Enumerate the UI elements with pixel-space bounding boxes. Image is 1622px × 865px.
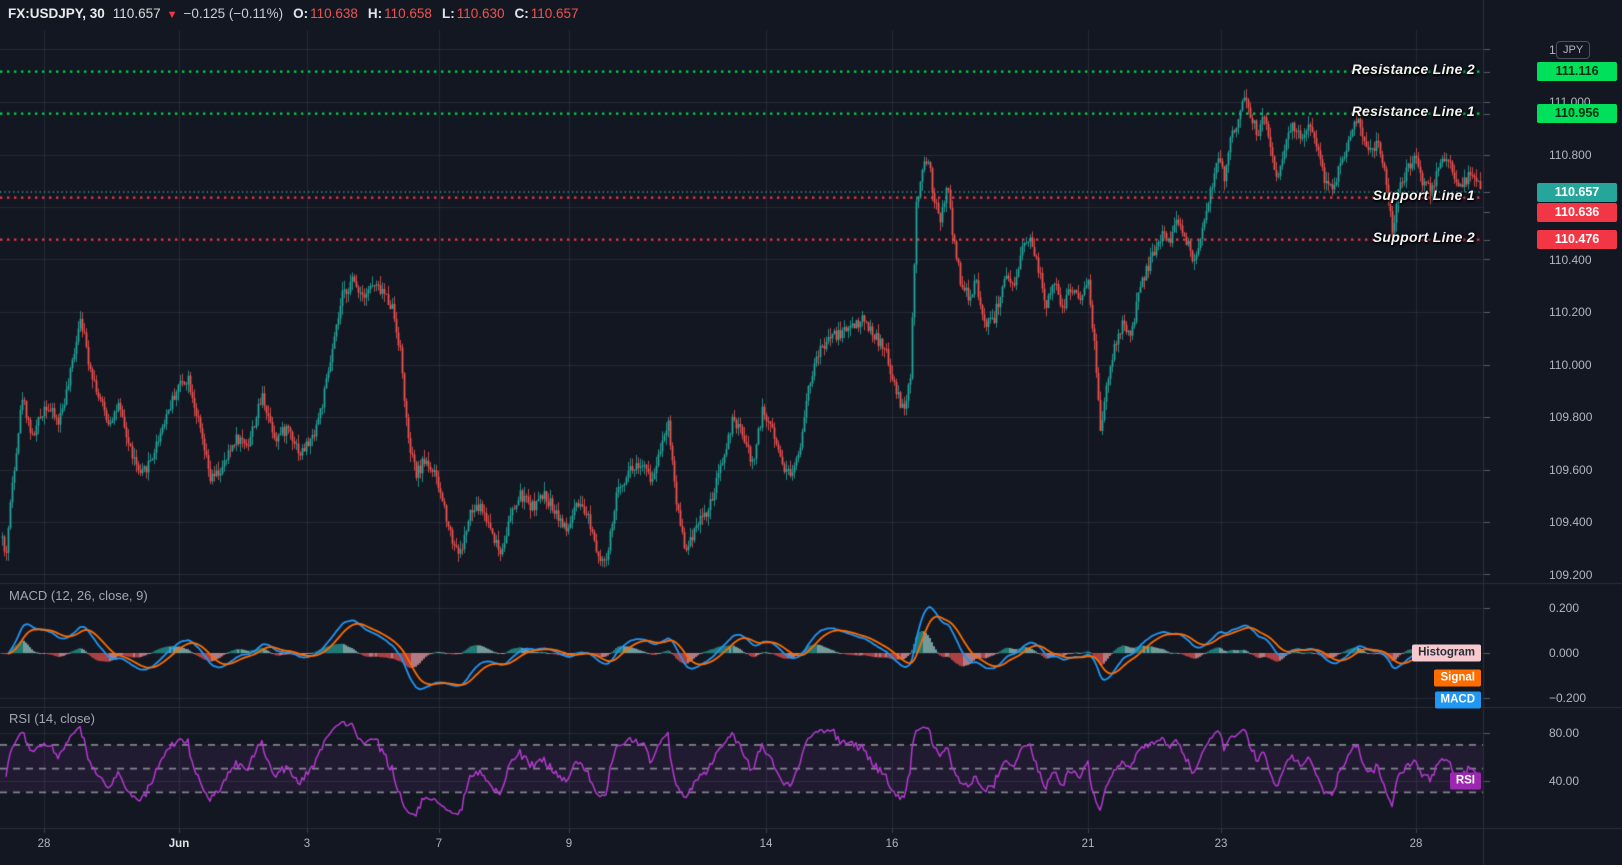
last-price: 110.657 [112, 6, 161, 21]
macd-axis-tick: 0.200 [1549, 601, 1580, 615]
series-flag-signal: Signal [1434, 669, 1481, 687]
time-axis-label: Jun [168, 838, 190, 850]
time-axis-label: 9 [565, 838, 573, 850]
ohlc-value: 110.658 [384, 6, 432, 21]
price-flag-resistance2: 111.116 [1537, 62, 1617, 82]
time-axis-label: 3 [303, 838, 311, 850]
level-label-resistance1: Resistance Line 1 [1351, 102, 1475, 119]
price-axis-tick: 110.000 [1549, 357, 1592, 372]
price-flag-last-price: 110.657 [1537, 182, 1617, 202]
time-axis-label: 28 [37, 838, 51, 850]
series-flag-histogram: Histogram [1412, 644, 1481, 662]
series-flag-rsi: RSI [1449, 772, 1481, 790]
ohlc-value: 110.638 [310, 6, 358, 21]
currency-button[interactable]: JPY [1556, 41, 1591, 59]
price-change: −0.125 (−0.11%) [183, 6, 284, 21]
macd-pane-title[interactable]: MACD (12, 26, close, 9) [9, 588, 148, 603]
rsi-pane-title[interactable]: RSI (14, close) [9, 711, 95, 726]
price-axis-tick: 110.400 [1549, 252, 1592, 267]
ohlc-label: H: [367, 6, 383, 21]
price-flag-support1: 110.636 [1537, 202, 1617, 222]
time-axis-label: 14 [759, 838, 773, 850]
series-flag-macd: MACD [1434, 691, 1481, 709]
price-flag-resistance1: 110.956 [1537, 104, 1617, 124]
time-axis-label: 7 [435, 838, 443, 850]
time-axis-label: 28 [1409, 838, 1423, 850]
time-axis-label: 23 [1214, 838, 1228, 850]
ohlc-label: C: [514, 6, 529, 21]
rsi-pane-resize-handle[interactable] [0, 706, 1622, 709]
price-axis-tick: 109.400 [1549, 515, 1593, 529]
time-axis-label: 21 [1081, 838, 1095, 850]
price-axis-tick: 109.800 [1549, 410, 1593, 424]
ohlc-label: O: [293, 6, 309, 21]
ohlc-value: 110.657 [530, 6, 579, 21]
price-axis-tick: 109.200 [1549, 567, 1593, 582]
price-flag-support2: 110.476 [1537, 230, 1617, 250]
ohlc-label: L: [441, 6, 455, 21]
time-axis-strip[interactable] [0, 829, 1622, 865]
level-label-resistance2: Resistance Line 2 [1351, 60, 1475, 77]
ohlc-value: 110.630 [456, 6, 505, 21]
time-axis-label: 16 [885, 838, 899, 850]
price-axis-tick: 109.600 [1549, 462, 1593, 477]
symbol-title[interactable]: FX:USDJPY, 30 [8, 6, 105, 21]
level-label-support2: Support Line 2 [1372, 228, 1475, 245]
ohlc-values: O: 110.638 H: 110.658 L: 110.630 C: 110.657 [283, 6, 579, 21]
level-label-support1: Support Line 1 [1372, 186, 1475, 203]
rsi-axis-tick: 40.00 [1549, 773, 1580, 788]
price-axis-tick: 110.200 [1549, 305, 1592, 319]
direction-down-icon: ▼ [166, 9, 178, 21]
rsi-axis-tick: 80.00 [1549, 726, 1580, 740]
symbol-header: FX:USDJPY, 30 110.657 ▼ −0.125 (−0.11%) O: 11… [8, 6, 579, 21]
price-axis-tick: 110.800 [1549, 147, 1592, 162]
macd-pane-resize-handle[interactable] [0, 582, 1622, 585]
macd-axis-tick: 0.000 [1549, 646, 1580, 660]
macd-axis-tick: −0.200 [1549, 691, 1587, 705]
